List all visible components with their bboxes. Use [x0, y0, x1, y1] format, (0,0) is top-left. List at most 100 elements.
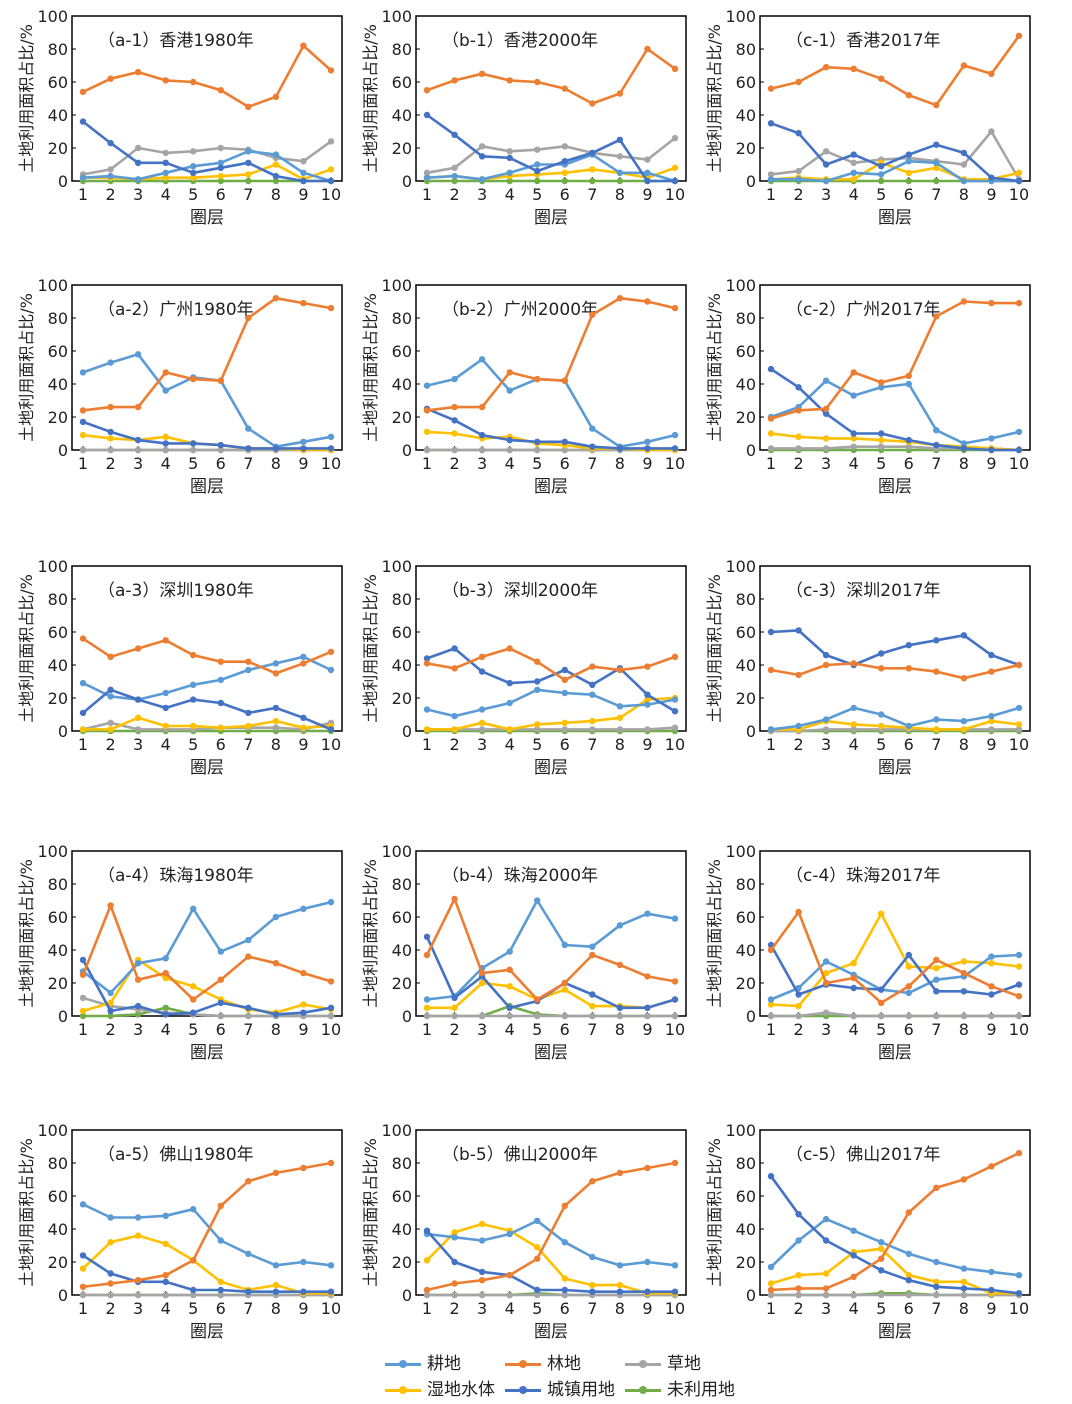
- data-point-耕地: [795, 722, 802, 730]
- x-tick-label: 10: [321, 454, 341, 473]
- data-point-湿地水体: [671, 164, 679, 171]
- data-point-草地: [506, 1012, 513, 1020]
- data-point-耕地: [795, 1237, 802, 1244]
- data-point-城镇用地: [960, 1285, 968, 1292]
- data-point-林地: [933, 101, 940, 109]
- data-point-林地: [300, 1164, 307, 1172]
- data-point-湿地水体: [423, 726, 431, 733]
- data-point-林地: [616, 666, 624, 674]
- data-point-城镇用地: [272, 704, 280, 712]
- data-point-湿地水体: [478, 719, 486, 726]
- data-point-城镇用地: [134, 159, 142, 166]
- data-point-林地: [960, 1176, 968, 1183]
- y-tick-label: 20: [48, 408, 68, 427]
- data-point-城镇用地: [616, 445, 624, 452]
- series-line-城镇用地: [82, 688, 332, 731]
- data-point-城镇用地: [451, 994, 458, 1002]
- data-point-草地: [878, 1291, 885, 1299]
- data-point-林地: [190, 996, 197, 1003]
- y-tick-label: 0: [58, 441, 68, 460]
- data-point-城镇用地: [822, 161, 830, 168]
- data-point-湿地水体: [616, 714, 624, 721]
- data-point-耕地: [272, 660, 280, 667]
- x-tick-label: 4: [849, 454, 859, 473]
- data-point-耕地: [506, 1230, 513, 1238]
- y-tick-label: 0: [58, 722, 68, 741]
- data-point-湿地水体: [190, 722, 197, 730]
- data-point-耕地: [162, 169, 169, 176]
- chart-panel-11: 0 20 40 60 80 100 1 2 3 4 5 6 7 8 9 10 圈层 土地利用面积占比/% （b-4）…: [361, 842, 687, 1063]
- y-tick-label: 100: [381, 1121, 412, 1140]
- data-point-耕地: [79, 679, 87, 687]
- data-point-城镇用地: [589, 149, 596, 157]
- data-point-城镇用地: [644, 691, 651, 698]
- y-tick-label: 60: [48, 342, 68, 361]
- data-point-林地: [162, 637, 169, 644]
- data-point-林地: [79, 971, 87, 978]
- x-tick-label: 8: [271, 1299, 281, 1318]
- y-tick-label: 40: [736, 106, 756, 125]
- data-point-城镇用地: [671, 177, 679, 185]
- data-point-林地: [1015, 299, 1023, 307]
- y-tick-label: 100: [381, 276, 412, 295]
- data-point-林地: [795, 78, 802, 86]
- data-point-城镇用地: [850, 430, 857, 437]
- data-point-林地: [1015, 1149, 1023, 1157]
- series-line-城镇用地: [81, 959, 332, 1016]
- y-tick-label: 20: [392, 408, 412, 427]
- x-tick-label: 10: [665, 1299, 685, 1318]
- data-point-耕地: [1015, 951, 1023, 959]
- data-point-湿地水体: [878, 436, 885, 444]
- data-point-林地: [933, 956, 940, 964]
- data-point-城镇用地: [905, 436, 912, 444]
- y-tick-label: 40: [48, 106, 68, 125]
- y-tick-label: 60: [392, 1187, 412, 1206]
- data-point-城镇用地: [423, 933, 431, 940]
- x-tick-label: 7: [931, 1020, 941, 1039]
- chart-panel-15: 0 20 40 60 80 100 1 2 3 4 5 6 7 8 9 10 圈层 土地利用面积占比/% （c-5）…: [705, 1121, 1031, 1342]
- data-point-城镇用地: [190, 1286, 197, 1294]
- x-tick-label: 7: [243, 1020, 253, 1039]
- data-point-草地: [534, 1291, 541, 1299]
- x-tick-label: 1: [422, 1299, 432, 1318]
- data-point-草地: [107, 719, 114, 726]
- data-point-城镇用地: [960, 149, 968, 157]
- data-point-草地: [822, 726, 830, 733]
- data-point-草地: [960, 1012, 968, 1020]
- data-point-草地: [217, 144, 224, 152]
- data-point-林地: [878, 665, 885, 672]
- series-line-湿地水体: [771, 719, 1020, 731]
- data-point-耕地: [245, 425, 252, 432]
- y-tick-label: 80: [392, 1154, 412, 1173]
- x-tick-label: 2: [105, 185, 115, 204]
- data-point-草地: [616, 726, 624, 733]
- data-point-耕地: [79, 1201, 87, 1208]
- data-point-城镇用地: [933, 141, 940, 148]
- x-tick-label: 8: [271, 1020, 281, 1039]
- y-tick-label: 0: [402, 722, 412, 741]
- data-point-耕地: [905, 989, 912, 997]
- data-point-湿地水体: [327, 166, 335, 173]
- data-point-耕地: [850, 1227, 857, 1234]
- data-point-林地: [107, 902, 114, 909]
- data-point-林地: [795, 908, 802, 916]
- data-point-湿地水体: [190, 174, 197, 181]
- data-point-城镇用地: [327, 445, 335, 452]
- data-point-草地: [478, 1291, 486, 1299]
- data-point-城镇用地: [107, 1007, 114, 1015]
- data-point-湿地水体: [561, 169, 568, 176]
- y-axis-label: 土地利用面积占比/%: [361, 859, 380, 1008]
- x-axis-label: 圈层: [190, 1322, 224, 1342]
- series-line-城镇用地: [426, 647, 676, 713]
- data-point-耕地: [850, 392, 857, 399]
- data-point-林地: [933, 668, 940, 675]
- data-point-草地: [795, 445, 802, 452]
- chart-panel-7: 0 20 40 60 80 100 1 2 3 4 5 6 7 8 9 10 圈层 土地利用面积占比/% （a-3）…: [17, 557, 343, 778]
- x-tick-label: 9: [642, 1020, 652, 1039]
- x-tick-label: 2: [793, 1299, 803, 1318]
- series-line-草地: [770, 130, 1021, 180]
- data-point-城镇用地: [327, 726, 335, 733]
- series-line-林地: [426, 47, 676, 105]
- x-tick-label: 1: [766, 1299, 776, 1318]
- data-point-林地: [134, 403, 142, 411]
